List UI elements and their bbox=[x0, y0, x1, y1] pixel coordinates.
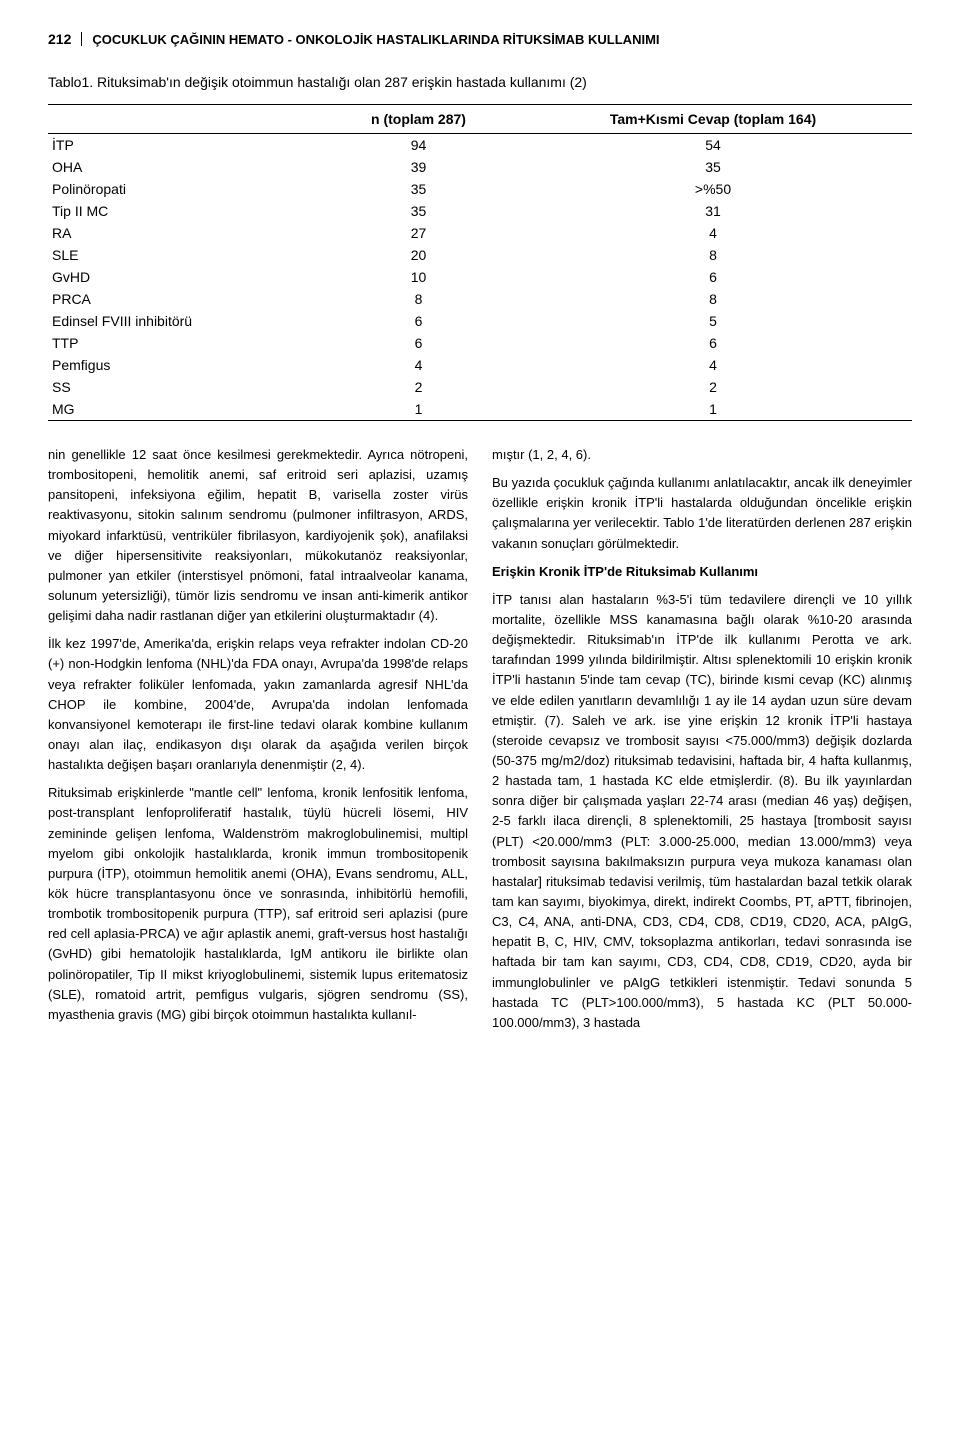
cell-label: Edinsel FVIII inhibitörü bbox=[48, 310, 323, 332]
cell-n: 2 bbox=[323, 376, 514, 398]
table-row: Pemfigus44 bbox=[48, 354, 912, 376]
cell-resp: 6 bbox=[514, 332, 912, 354]
cell-label: TTP bbox=[48, 332, 323, 354]
cell-label: Polinöropati bbox=[48, 178, 323, 200]
cell-label: İTP bbox=[48, 134, 323, 157]
cell-resp: 8 bbox=[514, 244, 912, 266]
page-number: 212 bbox=[48, 32, 82, 46]
table-row: SLE208 bbox=[48, 244, 912, 266]
body-paragraph: Bu yazıda çocukluk çağında kullanımı anl… bbox=[492, 473, 912, 554]
section-subhead: Erişkin Kronik İTP'de Rituksimab Kullanı… bbox=[492, 562, 912, 582]
body-paragraph: Rituksimab erişkinlerde "mantle cell" le… bbox=[48, 783, 468, 1025]
cell-n: 35 bbox=[323, 200, 514, 222]
cell-n: 35 bbox=[323, 178, 514, 200]
cell-resp: 1 bbox=[514, 398, 912, 421]
cell-resp: 2 bbox=[514, 376, 912, 398]
table-body: İTP9454 OHA3935 Polinöropati35>%50 Tip I… bbox=[48, 134, 912, 421]
body-paragraph: İTP tanısı alan hastaların %3-5'i tüm te… bbox=[492, 590, 912, 1033]
table-col-label bbox=[48, 105, 323, 134]
cell-n: 8 bbox=[323, 288, 514, 310]
cell-label: SS bbox=[48, 376, 323, 398]
table-caption: Tablo1. Rituksimab'ın değişik otoimmun h… bbox=[48, 74, 912, 90]
body-paragraph: mıştır (1, 2, 4, 6). bbox=[492, 445, 912, 465]
data-table: n (toplam 287) Tam+Kısmi Cevap (toplam 1… bbox=[48, 104, 912, 421]
cell-label: OHA bbox=[48, 156, 323, 178]
cell-label: MG bbox=[48, 398, 323, 421]
cell-n: 1 bbox=[323, 398, 514, 421]
cell-label: PRCA bbox=[48, 288, 323, 310]
running-title: ÇOCUKLUK ÇAĞININ HEMATO - ONKOLOJİK HAST… bbox=[82, 33, 659, 46]
left-column: nin genellikle 12 saat önce kesilmesi ge… bbox=[48, 445, 468, 1033]
table-col-n: n (toplam 287) bbox=[323, 105, 514, 134]
page-header: 212 ÇOCUKLUK ÇAĞININ HEMATO - ONKOLOJİK … bbox=[48, 32, 912, 46]
cell-resp: 5 bbox=[514, 310, 912, 332]
cell-resp: 35 bbox=[514, 156, 912, 178]
cell-resp: 54 bbox=[514, 134, 912, 157]
table-row: SS22 bbox=[48, 376, 912, 398]
table-row: RA274 bbox=[48, 222, 912, 244]
cell-label: SLE bbox=[48, 244, 323, 266]
cell-label: RA bbox=[48, 222, 323, 244]
cell-n: 4 bbox=[323, 354, 514, 376]
cell-n: 6 bbox=[323, 332, 514, 354]
table-row: İTP9454 bbox=[48, 134, 912, 157]
cell-n: 39 bbox=[323, 156, 514, 178]
table-row: GvHD106 bbox=[48, 266, 912, 288]
cell-resp: 31 bbox=[514, 200, 912, 222]
cell-resp: 4 bbox=[514, 222, 912, 244]
table-row: Edinsel FVIII inhibitörü65 bbox=[48, 310, 912, 332]
right-column: mıştır (1, 2, 4, 6). Bu yazıda çocukluk … bbox=[492, 445, 912, 1033]
table-row: OHA3935 bbox=[48, 156, 912, 178]
table-row: Polinöropati35>%50 bbox=[48, 178, 912, 200]
cell-resp: 6 bbox=[514, 266, 912, 288]
cell-n: 94 bbox=[323, 134, 514, 157]
cell-n: 6 bbox=[323, 310, 514, 332]
cell-resp: 4 bbox=[514, 354, 912, 376]
table-row: TTP66 bbox=[48, 332, 912, 354]
table-col-response: Tam+Kısmi Cevap (toplam 164) bbox=[514, 105, 912, 134]
cell-resp: 8 bbox=[514, 288, 912, 310]
cell-label: Tip II MC bbox=[48, 200, 323, 222]
cell-label: GvHD bbox=[48, 266, 323, 288]
table-row: MG11 bbox=[48, 398, 912, 421]
cell-n: 10 bbox=[323, 266, 514, 288]
body-columns: nin genellikle 12 saat önce kesilmesi ge… bbox=[48, 445, 912, 1033]
cell-n: 20 bbox=[323, 244, 514, 266]
cell-n: 27 bbox=[323, 222, 514, 244]
body-paragraph: nin genellikle 12 saat önce kesilmesi ge… bbox=[48, 445, 468, 626]
cell-resp: >%50 bbox=[514, 178, 912, 200]
table-row: PRCA88 bbox=[48, 288, 912, 310]
cell-label: Pemfigus bbox=[48, 354, 323, 376]
body-paragraph: İlk kez 1997'de, Amerika'da, erişkin rel… bbox=[48, 634, 468, 775]
table-row: Tip II MC3531 bbox=[48, 200, 912, 222]
